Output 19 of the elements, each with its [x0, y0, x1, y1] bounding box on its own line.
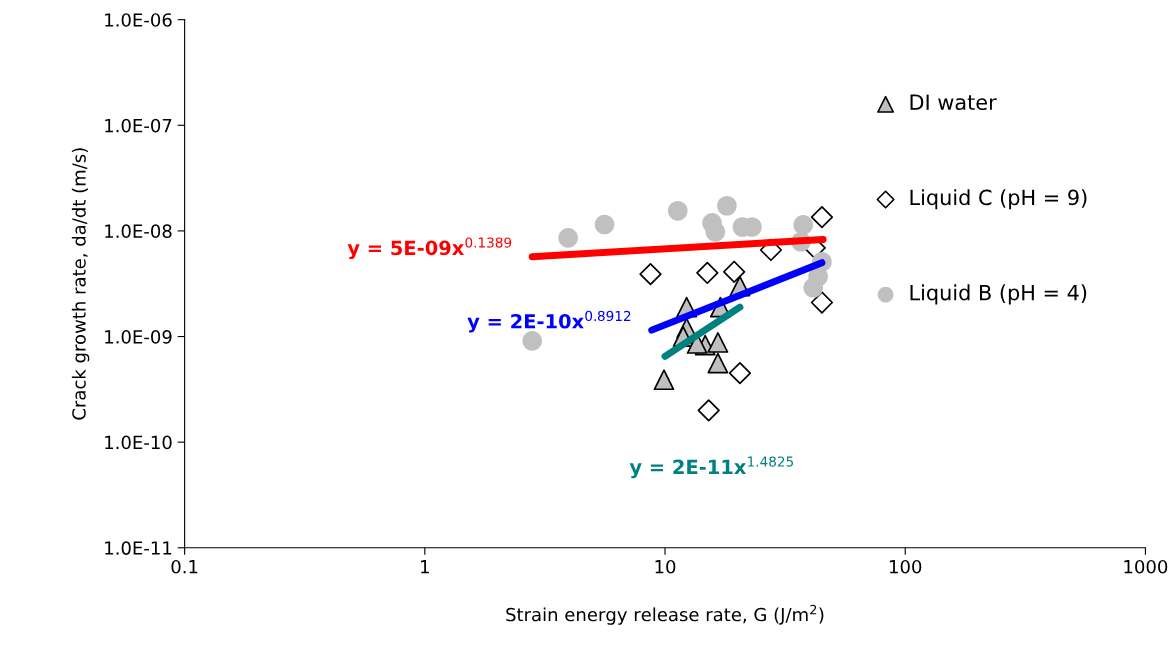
- y-tick-label: 1.0E-11: [105, 541, 172, 555]
- y-axis-title: Crack growth rate, da/dt (m/s): [71, 148, 90, 420]
- x-axis-title: Strain energy release rate, G (J/m$^{2}$): [506, 604, 824, 625]
- y-tick-label: 1.0E-08: [105, 224, 172, 239]
- y-tick-label: 1.0E-07: [105, 118, 172, 133]
- y-tick-label: 1.0E-06: [105, 13, 172, 27]
- x-tick-label: 1000: [1124, 559, 1168, 574]
- x-tick-label: 10: [655, 559, 676, 574]
- legend-label: Liquid C (pH = 9): [910, 189, 1087, 210]
- text: y = 2E-11x$^{1.4825}$: [629, 456, 794, 479]
- x-tick-label: 1: [421, 560, 429, 574]
- series-label: y = 5E-09x$^{0.1389}$: [347, 237, 512, 260]
- y-tick-label: 1.0E-10: [105, 435, 172, 450]
- x-tick-label: 0.1: [171, 559, 198, 574]
- legend-label: Liquid B (pH = 4): [910, 284, 1087, 305]
- x-tick-label: 100: [889, 559, 922, 574]
- y-tick-label: 1.0E-09: [105, 329, 172, 344]
- series-label: y = 2E-10x$^{0.8912}$: [467, 310, 631, 333]
- legend-label: DI water: [910, 94, 997, 111]
